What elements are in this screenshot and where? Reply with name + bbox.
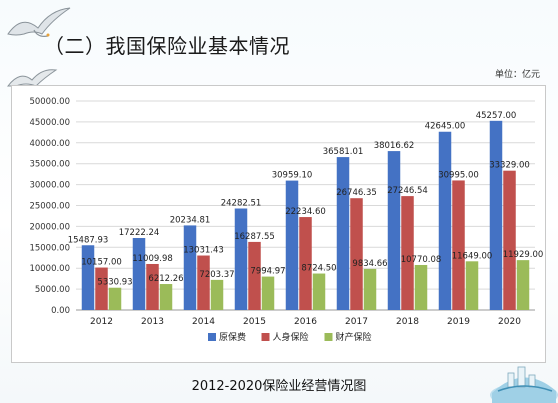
data-label: 33329.00 [489,161,530,171]
data-label: 8724.50 [301,264,336,274]
bar-原保费 [489,120,503,310]
data-label: 11649.00 [452,251,493,261]
x-tick-label: 2020 [498,317,521,327]
x-tick-label: 2014 [192,317,215,327]
bar-财产保险 [261,276,275,310]
bar-财产保险 [108,287,122,310]
bar-原保费 [81,245,95,310]
y-tick-label: 50000.00 [29,97,70,107]
y-tick-label: 35000.00 [29,160,70,170]
bar-财产保险 [414,264,428,310]
y-tick-label: 10000.00 [29,264,70,274]
y-tick-label: 40000.00 [29,139,70,149]
x-tick-label: 2016 [294,317,317,327]
legend-swatch [324,333,333,341]
data-label: 30959.10 [272,171,313,181]
data-labels: 15487.93 10157.00 5330.93 17222.24 11009.98 6… [68,111,544,288]
bar-财产保险 [159,284,173,310]
bar-财产保险 [210,279,224,310]
data-label: 6212.26 [148,274,183,284]
data-label: 10157.00 [81,258,122,268]
data-label: 45257.00 [476,111,517,121]
bar-原保费 [336,157,350,310]
bar-chart: 0.00 5000.00 10000.00 15000.00 20000.00 25000… [29,97,544,343]
bar-原保费 [438,131,452,310]
x-tick-label: 2015 [243,317,266,327]
legend: 原保费 人身保险 财产保险 [208,331,372,343]
data-label: 36581.01 [323,147,364,157]
data-label: 10770.08 [401,255,442,265]
data-label: 11929.00 [503,250,544,260]
x-tick-label: 2012 [90,317,113,327]
slide-heading: （二）我国保险业基本情况 [44,34,290,58]
data-label: 9834.66 [352,259,387,269]
x-axis-ticks: 2012 2013 2014 2015 2016 2017 2018 2019 2020 [90,317,521,327]
data-label: 30995.00 [438,170,479,180]
bar-人身保险 [299,217,312,310]
y-tick-label: 5000.00 [35,285,70,295]
data-label: 20234.81 [170,215,211,225]
y-tick-label: 30000.00 [29,181,70,191]
bar-人身保险 [248,241,261,310]
data-label: 17222.24 [119,228,160,238]
bar-原保费 [183,225,197,310]
x-tick-label: 2018 [396,317,419,327]
legend-label: 人身保险 [273,331,309,343]
chart-panel: 0.00 5000.00 10000.00 15000.00 20000.00 25000… [11,85,546,363]
bar-人身保险 [197,255,210,310]
legend-swatch [261,333,270,341]
x-tick-label: 2013 [141,317,164,327]
seagull-icon [7,7,71,37]
data-label: 11009.98 [132,254,173,264]
bar-人身保险 [146,263,159,310]
data-label: 15487.93 [68,235,109,245]
chart-caption: 2012-2020保险业经营情况图 [191,379,367,394]
data-label: 27246.54 [387,186,428,196]
data-label: 13031.43 [183,246,224,256]
y-tick-label: 0.00 [51,306,70,316]
bar-人身保险 [95,267,108,310]
bar-财产保险 [465,261,479,310]
data-label: 42645.00 [425,122,466,132]
legend-label: 财产保险 [336,331,372,343]
legend-label: 原保费 [219,331,246,343]
x-tick-label: 2017 [345,317,368,327]
y-tick-label: 15000.00 [29,243,70,253]
bar-原保费 [387,151,401,310]
globe-decoration-icon [490,366,558,403]
y-tick-label: 20000.00 [29,222,70,232]
y-tick-label: 45000.00 [29,118,70,128]
bar-财产保险 [312,273,326,310]
legend-swatch [208,333,216,341]
bar-原保费 [132,238,146,310]
bar-人身保险 [503,170,516,310]
data-label: 24282.51 [221,198,262,208]
unit-label: 单位：亿元 [494,70,540,80]
data-label: 26746.35 [336,188,377,198]
bar-原保费 [285,180,299,310]
y-tick-label: 25000.00 [29,202,70,212]
data-label: 5330.93 [97,278,132,288]
bars [81,120,530,310]
data-label: 22234.60 [285,207,326,217]
data-label: 38016.62 [374,141,415,151]
bar-原保费 [234,208,248,310]
bar-人身保险 [350,198,363,310]
bar-人身保险 [452,180,465,310]
bar-财产保险 [363,268,377,310]
data-label: 16287.55 [234,232,275,242]
bar-财产保险 [516,260,530,310]
bar-人身保险 [401,196,414,310]
y-axis-ticks: 0.00 5000.00 10000.00 15000.00 20000.00 25000… [29,97,70,316]
seagull-small-icon [6,69,58,87]
x-tick-label: 2019 [447,317,470,327]
data-label: 7994.97 [250,267,285,277]
data-label: 7203.37 [199,270,234,280]
